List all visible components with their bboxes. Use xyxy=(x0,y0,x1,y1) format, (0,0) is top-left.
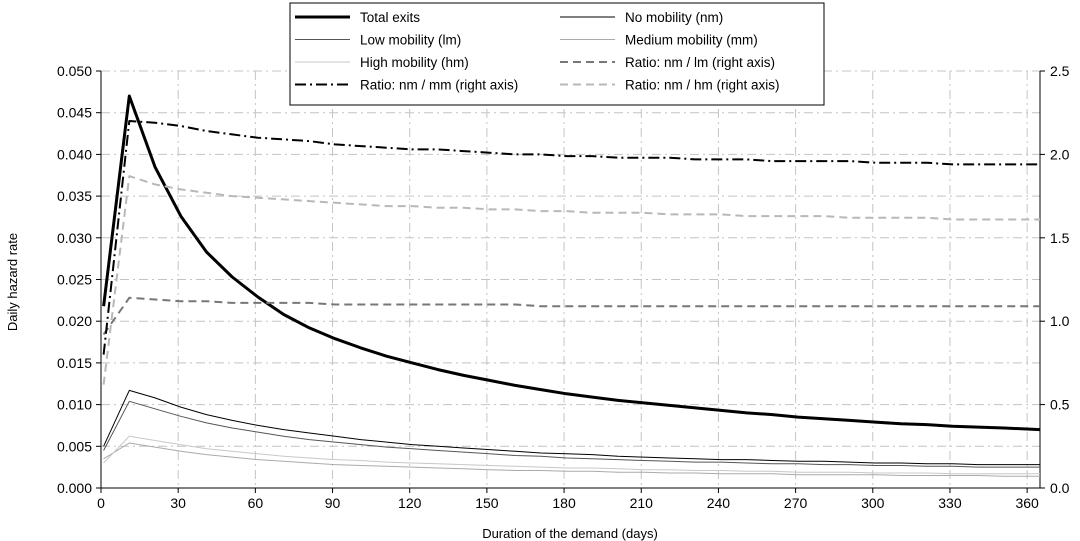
y-tick-label: 0.015 xyxy=(57,355,92,371)
series-line-ratio-nm-mm-right-axis xyxy=(102,120,1040,355)
legend: Total exits No mobility (nm) Low mobility … xyxy=(289,2,825,106)
y-axis-title: Daily hazard rate xyxy=(5,233,20,331)
legend-label: High mobility (hm) xyxy=(360,55,469,70)
x-axis-title: Duration of the demand (days) xyxy=(482,526,658,541)
x-tick-label: 90 xyxy=(325,495,341,511)
x-tick-label: 330 xyxy=(938,495,962,511)
y-tick-label: 0.005 xyxy=(57,438,92,454)
series-line-no-mobility-nm xyxy=(103,389,1040,466)
y2-tick-label: 1.5 xyxy=(1050,230,1070,246)
series-line-total-exits xyxy=(102,94,1041,432)
y2-tick-label: 0.5 xyxy=(1050,397,1070,413)
y-tick-label: 0.045 xyxy=(57,105,92,121)
series-line-high-mobility-hm xyxy=(103,435,1040,475)
x-tick-label: 120 xyxy=(398,495,422,511)
series-line-low-mobility-lm xyxy=(103,400,1040,468)
x-tick-label: 360 xyxy=(1015,495,1039,511)
x-tick-label: 60 xyxy=(248,495,264,511)
y-tick-label: 0.030 xyxy=(57,230,92,246)
legend-label: Ratio: nm / lm (right axis) xyxy=(625,55,775,70)
y-tick-label: 0.040 xyxy=(57,146,92,162)
grid-layer xyxy=(101,70,1040,488)
y2-tick-label: 1.0 xyxy=(1050,313,1070,329)
x-tick-label: 240 xyxy=(707,495,731,511)
y2-tick-label: 2.5 xyxy=(1050,63,1070,79)
y2-tick-label: 2.0 xyxy=(1050,146,1070,162)
series-layer xyxy=(102,94,1041,477)
series-line-ratio-nm-hm-right-axis xyxy=(102,175,1040,385)
legend-label: Ratio: nm / mm (right axis) xyxy=(360,78,518,93)
axis-layer: 0.0000.0050.0100.0150.0200.0250.0300.035… xyxy=(57,63,1070,511)
legend-label: Total exits xyxy=(360,10,420,25)
x-tick-label: 270 xyxy=(784,495,808,511)
y-tick-label: 0.035 xyxy=(57,188,92,204)
y-tick-label: 0.020 xyxy=(57,313,92,329)
y-tick-label: 0.050 xyxy=(57,63,92,79)
x-tick-label: 210 xyxy=(630,495,654,511)
legend-box xyxy=(289,2,825,106)
legend-label: Ratio: nm / hm (right axis) xyxy=(625,78,780,93)
series-line-medium-mobility-mm xyxy=(103,442,1040,477)
y2-tick-label: 0.0 xyxy=(1050,480,1070,496)
x-tick-label: 150 xyxy=(475,495,499,511)
y-tick-label: 0.000 xyxy=(57,480,92,496)
series-line-ratio-nm-lm-right-axis xyxy=(102,296,1040,336)
legend-label: No mobility (nm) xyxy=(625,10,723,25)
x-tick-label: 180 xyxy=(552,495,576,511)
x-tick-label: 30 xyxy=(170,495,186,511)
x-tick-label: 300 xyxy=(861,495,885,511)
x-tick-label: 0 xyxy=(97,495,105,511)
legend-label: Low mobility (lm) xyxy=(360,33,461,48)
legend-label: Medium mobility (mm) xyxy=(625,33,758,48)
y-tick-label: 0.010 xyxy=(57,397,92,413)
y-tick-label: 0.025 xyxy=(57,272,92,288)
